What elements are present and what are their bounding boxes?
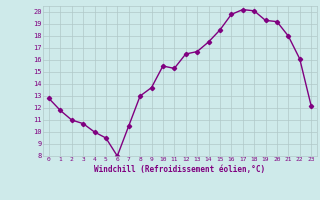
X-axis label: Windchill (Refroidissement éolien,°C): Windchill (Refroidissement éolien,°C) (94, 165, 266, 174)
